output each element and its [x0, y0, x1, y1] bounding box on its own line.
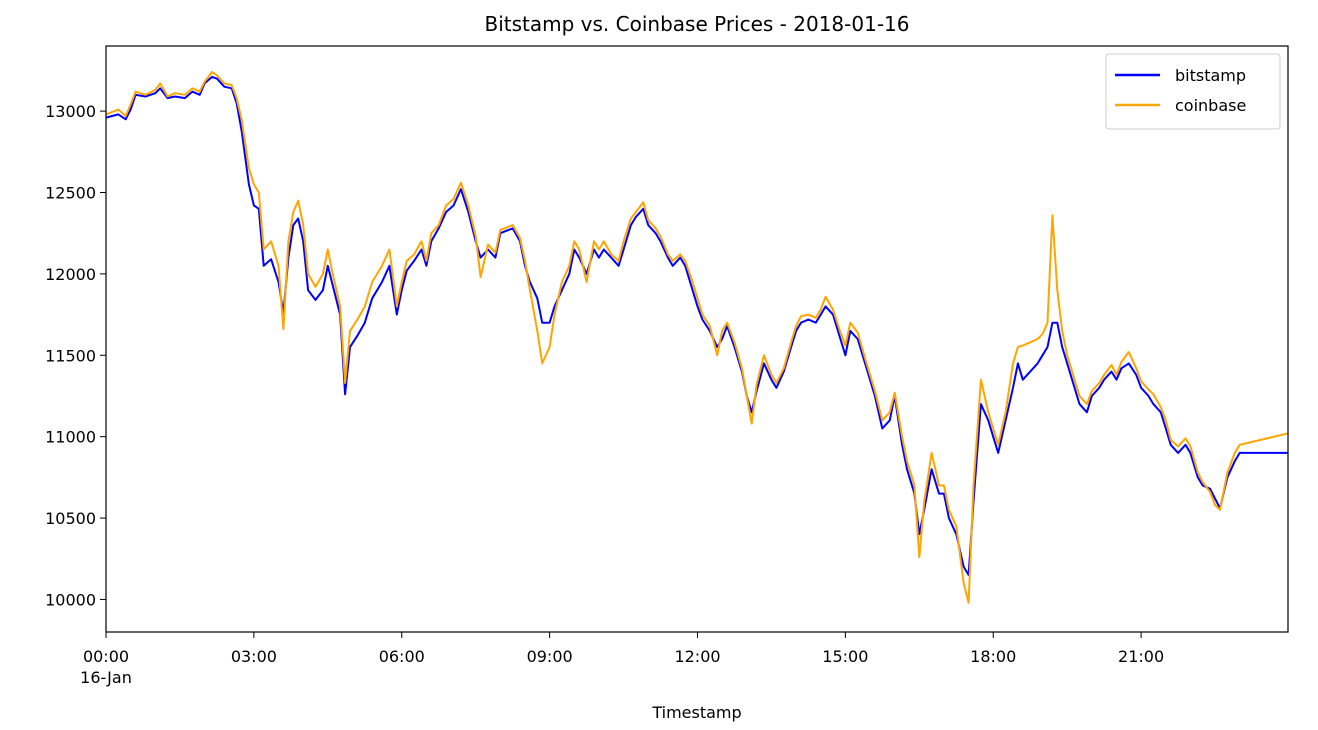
x-tick-label: 06:00 [379, 647, 425, 666]
x-tick-label: 09:00 [527, 647, 573, 666]
x-tick-label: 12:00 [674, 647, 720, 666]
y-tick-label: 12500 [45, 184, 96, 203]
x-tick-label: 15:00 [822, 647, 868, 666]
x-tick-label: 18:00 [970, 647, 1016, 666]
y-axis: 10000 10500 11000 11500 12000 12500 13000 [45, 102, 106, 609]
y-tick-label: 11500 [45, 346, 96, 365]
y-tick-label: 11000 [45, 428, 96, 447]
plot-frame [105, 45, 1289, 633]
x-axis: 00:00 16-Jan 03:00 06:00 09:00 12:00 15:00 18:0… [80, 632, 1164, 687]
series-line-bitstamp [105, 75, 1288, 576]
y-tick-label: 10500 [45, 509, 96, 528]
x-tick-label: 00:00 [83, 647, 129, 666]
x-tick-sublabel: 16-Jan [80, 668, 132, 687]
y-tick-label: 10000 [45, 590, 96, 609]
legend: bitstamp coinbase [1105, 53, 1281, 130]
series-line-coinbase [105, 71, 1289, 604]
y-tick-label: 12000 [45, 265, 96, 284]
y-tick-label: 13000 [45, 102, 96, 121]
legend-label-bitstamp: bitstamp [1175, 66, 1246, 85]
plot-area [105, 71, 1289, 604]
x-tick-label: 03:00 [231, 647, 277, 666]
legend-label-coinbase: coinbase [1175, 96, 1246, 115]
x-tick-label: 21:00 [1118, 647, 1164, 666]
x-axis-label: Timestamp [651, 703, 741, 722]
chart-title: Bitstamp vs. Coinbase Prices - 2018-01-1… [485, 12, 910, 36]
legend-box [1105, 53, 1281, 130]
